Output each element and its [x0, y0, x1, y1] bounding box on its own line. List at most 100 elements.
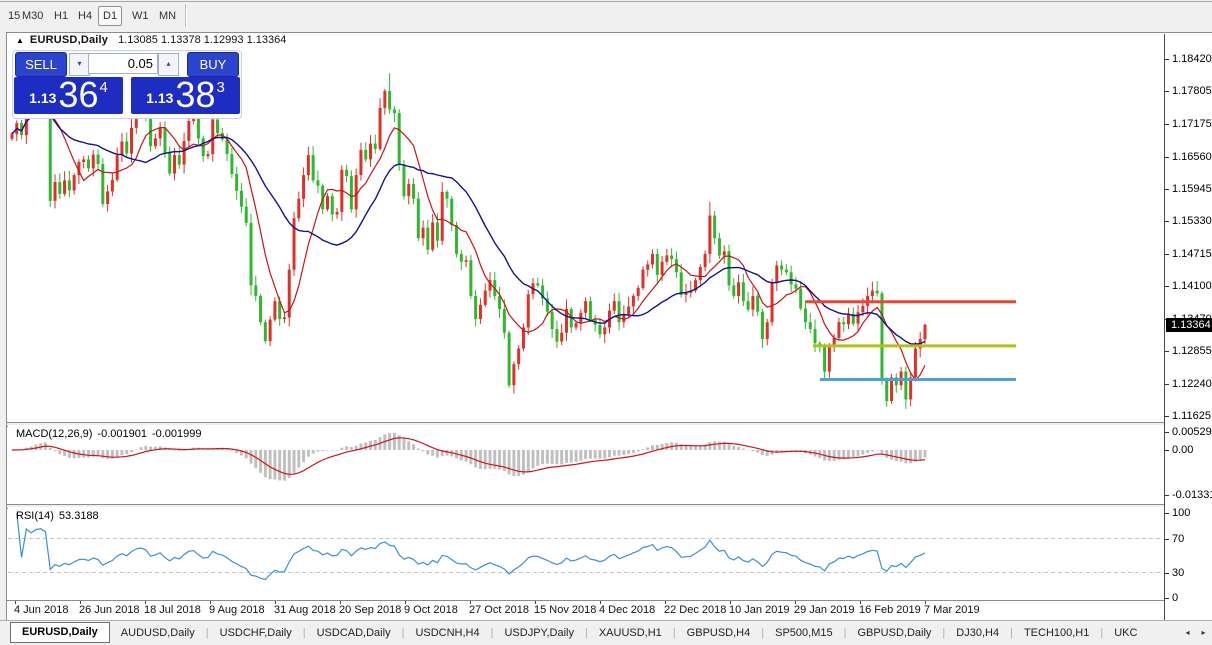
price-axis-label: 1.14715	[1172, 247, 1212, 260]
axis-tick	[1165, 91, 1169, 93]
rsi-panel: RSI(14) 53.3188	[8, 507, 1164, 600]
date-tick	[275, 601, 276, 604]
axis-tick	[1165, 495, 1169, 497]
axis-tick	[1165, 450, 1169, 451]
date-tick	[535, 601, 536, 604]
rsi-axis-label: 30	[1172, 566, 1185, 579]
chart-tab-eurusd-daily[interactable]: EURUSD,Daily	[10, 621, 110, 643]
date-tick	[665, 601, 666, 604]
macd-canvas	[10, 432, 927, 481]
buy-price-pips: 38	[175, 74, 216, 115]
axis-tick	[1165, 285, 1169, 287]
sell-price-prefix: 1.13	[29, 90, 57, 106]
sell-price-display[interactable]: 1.13 36 4	[14, 77, 123, 114]
volume-decrease-button[interactable]: ▾	[69, 53, 90, 76]
date-tick	[925, 601, 926, 604]
chart-tab-bar: EURUSD,Daily AUDUSD,Daily | USDCHF,Daily | US…	[0, 620, 1212, 645]
date-tick	[80, 601, 81, 604]
collapse-icon[interactable]: ▲	[16, 36, 24, 45]
timeframe-d1[interactable]: D1	[98, 6, 123, 26]
axis-tick	[1165, 351, 1169, 353]
date-axis-label: 27 Oct 2018	[469, 604, 529, 616]
panel-divider	[7, 600, 1212, 601]
rsi-axis-label: 0	[1172, 592, 1179, 604]
chart-tab-gbpusd-daily[interactable]: GBPUSD,Daily	[857, 626, 932, 639]
volume-increase-button[interactable]: ▴	[158, 53, 179, 76]
tab-separator: |	[672, 627, 676, 639]
chevron-up-icon: ▴	[166, 59, 171, 68]
macd-panel: MACD(12,26,9) -0.001901 -0.001999	[8, 425, 1164, 504]
price-axis-label: 1.16560	[1172, 150, 1212, 163]
date-axis-label: 10 Jan 2019	[729, 604, 790, 616]
tab-separator: |	[761, 627, 765, 639]
candlestick-plot	[8, 48, 1164, 422]
current-price-badge: 1.13364	[1166, 317, 1212, 332]
timeframe-mn[interactable]: MN	[159, 10, 177, 22]
axis-tick	[1165, 124, 1169, 126]
tab-separator: |	[490, 627, 494, 639]
tab-separator: |	[205, 627, 209, 639]
macd-label: MACD(12,26,9) -0.001901 -0.001999	[16, 428, 207, 440]
date-axis-label: 15 Nov 2018	[534, 604, 597, 616]
tab-separator: |	[302, 627, 306, 639]
chart-tab-usdjpy-daily[interactable]: USDJPY,Daily	[504, 626, 574, 639]
axis-tick	[1165, 572, 1169, 574]
price-axis-label: 1.14100	[1172, 279, 1212, 292]
date-tick	[470, 601, 471, 604]
macd-axis-label: 0.00	[1172, 444, 1194, 456]
timeframe-m15[interactable]: 15	[8, 10, 21, 22]
chart-tab-ukc[interactable]: UKC	[1114, 626, 1138, 639]
timeframe-h1[interactable]: H1	[54, 10, 69, 22]
macd-axis-label: -0.013317	[1172, 489, 1212, 502]
timeframe-h4[interactable]: H4	[78, 10, 93, 22]
chart-tab-usdcad-daily[interactable]: USDCAD,Daily	[316, 626, 391, 639]
tab-separator: |	[401, 627, 405, 639]
axis-tick	[1165, 538, 1169, 540]
buy-price-prefix: 1.13	[146, 90, 174, 106]
sell-button[interactable]: SELL	[15, 52, 67, 77]
chart-tab-xauusd-h1[interactable]: XAUUSD,H1	[598, 626, 662, 639]
date-tick	[730, 601, 731, 604]
buy-price-point: 3	[216, 79, 225, 96]
volume-input[interactable]	[88, 53, 158, 74]
axis-tick	[1165, 189, 1169, 191]
ma-21-line	[11, 103, 926, 345]
axis-tick	[1165, 598, 1169, 599]
tab-scroll-right-button[interactable]: ▸	[1196, 626, 1211, 641]
date-tick	[860, 601, 861, 604]
tab-separator: |	[843, 627, 847, 639]
axis-tick	[1165, 415, 1169, 417]
chart-tab-sp500-m15[interactable]: SP500,M15	[775, 626, 833, 639]
price-axis-label: 1.11625	[1172, 409, 1211, 422]
date-axis-label: 9 Aug 2018	[209, 604, 265, 616]
date-axis-label: 4 Dec 2018	[599, 604, 656, 616]
chart-tab-audusd-daily[interactable]: AUDUSD,Daily	[120, 626, 195, 639]
chart-tab-dj30-h4[interactable]: DJ30,H4	[956, 626, 1000, 639]
price-axis-label: 1.15945	[1172, 183, 1212, 196]
timeframe-w1[interactable]: W1	[132, 10, 149, 22]
date-axis-label: 16 Feb 2019	[859, 604, 921, 616]
macd-signal-line	[11, 437, 926, 475]
axis-tick	[1165, 59, 1169, 61]
date-tick	[340, 601, 341, 604]
timeframe-m30[interactable]: M30	[22, 10, 44, 22]
price-axis-label: 1.17805	[1172, 85, 1212, 98]
chart-tab-gbpusd-h4[interactable]: GBPUSD,H4	[686, 626, 751, 639]
price-axis[interactable]: 1.13364 1.18420 1.17805 1.17175 1.16560 1.15…	[1164, 34, 1212, 620]
tab-separator: |	[942, 627, 946, 639]
buy-price-display[interactable]: 1.13 38 3	[131, 77, 240, 114]
date-tick	[210, 601, 211, 604]
price-chart-canvas	[10, 73, 1016, 409]
chart-tab-usdchf-daily[interactable]: USDCHF,Daily	[219, 626, 292, 639]
tab-scroll-left-button[interactable]: ◂	[1180, 626, 1195, 641]
date-axis-label: 20 Sep 2018	[339, 604, 402, 616]
price-axis-label: 1.17175	[1172, 118, 1212, 131]
date-axis[interactable]: 4 Jun 2018 26 Jun 2018 18 Jul 2018 9 Aug 20…	[7, 601, 1212, 621]
tab-separator: |	[1010, 627, 1013, 639]
price-axis-label: 1.12240	[1172, 377, 1212, 390]
date-tick	[145, 601, 146, 604]
buy-button[interactable]: BUY	[187, 52, 239, 77]
axis-tick	[1165, 221, 1169, 223]
chart-tab-usdcnh-h4[interactable]: USDCNH,H4	[415, 626, 480, 639]
chart-tab-tech100-h1[interactable]: TECH100,H1	[1023, 626, 1090, 639]
